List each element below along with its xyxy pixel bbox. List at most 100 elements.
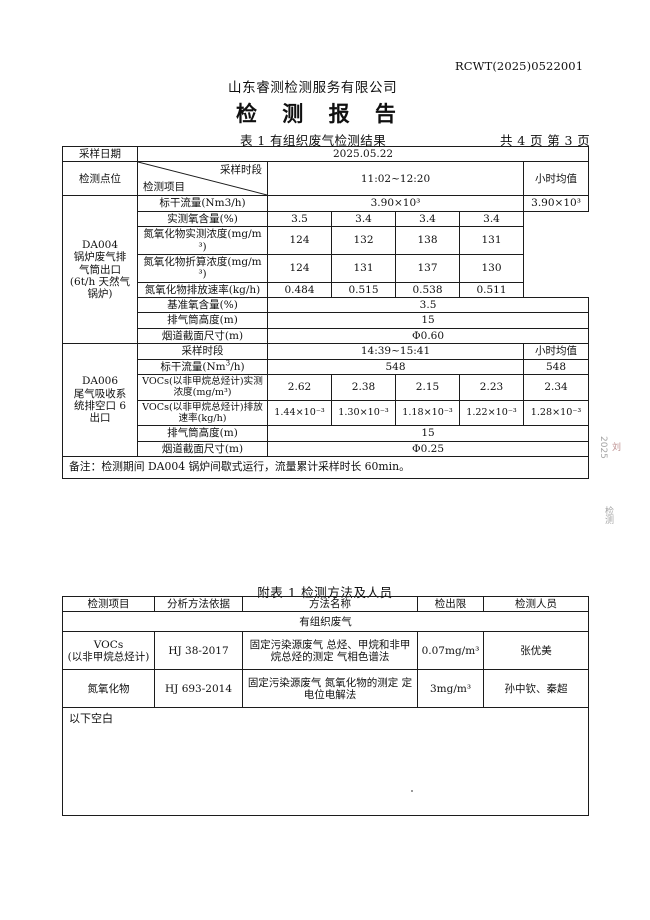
column-header-detection-limit: 检出限 [417,595,484,613]
table-row: 排气筒高度(m) 15 [63,425,590,442]
row-value: 0.538 [395,281,460,299]
table-row: 基准氧含量(%) 3.5 [63,296,590,314]
row-value: 1.22×10⁻³ [459,399,524,427]
row-average-value: 130 [459,253,524,283]
row-item-label: 氮氧化物实测浓度(mg/m³) [137,226,268,255]
row-value: 1.18×10⁻³ [395,399,460,427]
diagonal-line-icon [138,162,267,196]
method-personnel: 张优美 [483,631,589,671]
row-item-label: 烟道截面尺寸(m) [137,327,268,345]
table-row: 烟道截面尺寸(m) Φ0.60 [63,327,590,345]
method-standard: HJ 693-2014 [154,669,243,709]
row-item-label: 排气筒高度(m) [137,312,268,329]
table-row: 烟道截面尺寸(m) Φ0.25 [63,440,590,457]
row-value: 1.30×10⁻³ [331,399,396,427]
row-item-label: 实测氧含量(%) [137,210,268,228]
table-row: 排气筒高度(m) 15 [63,312,590,329]
row-item-label: 烟道截面尺寸(m) [137,440,268,457]
row-value: 2.15 [395,373,460,401]
company-name: 山东睿测检测服务有限公司 [228,80,398,96]
row-average-value: 1.28×10⁻³ [522,399,590,427]
margin-mark-3: 检测 [603,506,613,524]
table-row-section: 有组织废气 [62,611,589,633]
row-average-value: 2.34 [522,373,590,401]
column-header-method: 方法名称 [242,595,418,613]
method-item-name: 氮氧化物 [62,669,155,709]
sample-date-value: 2025.05.22 [136,145,590,163]
table-row: VOCs(以非甲烷总烃计)实测浓度(mg/m³) 2.62 2.38 2.15 … [63,373,590,401]
column-header-standard: 分析方法依据 [154,595,243,613]
table-row: 氮氧化物 HJ 693-2014 固定污染源废气 氮氧化物的测定 定电位电解法 … [62,669,589,709]
da004-period-value: 11:02~12:20 [267,161,524,197]
method-personnel: 孙中钦、秦超 [483,669,589,709]
table1-caption: 表 1 有组织废气检测结果 [240,133,387,148]
row-value: 3.4 [331,210,396,228]
diagonal-split-header-cell: 采样时段 检测项目 [137,161,268,197]
margin-mark-2: 刘 [610,442,620,451]
table-row: 实测氧含量(%) 3.5 3.4 3.4 3.4 [63,210,589,228]
row-value: 2.62 [267,373,332,401]
row-item-label: VOCs(以非甲烷总烃计)排放速率(kg/h) [137,399,268,427]
organized-exhaust-results-table: 采样日期 2025.05.22 检测点位 采样时段 检测项目 11:02~12:… [61,145,590,479]
row-average-value: 131 [459,226,524,255]
da006-period-label: 采样时段 [137,343,268,360]
table-row-sample-date: 采样日期 2025.05.22 [62,145,590,163]
monitoring-point-label: 检测点位 [62,161,138,197]
row-value: 124 [267,226,332,255]
row-item-label: 排气筒高度(m) [137,425,268,442]
table-row-blank: 以下空白 [62,707,589,817]
method-detection-limit: 3mg/m³ [417,669,484,709]
table-row: 氮氧化物折算浓度(mg/m³) 124 131 137 130 [63,253,589,283]
sample-date-label: 采样日期 [62,145,138,163]
row-merged-value: 548 [267,358,524,375]
row-value: 137 [395,253,460,283]
method-name: 固定污染源废气 氮氧化物的测定 定电位电解法 [242,669,418,709]
row-merged-value: 15 [266,425,590,442]
row-item-label: 氮氧化物折算浓度(mg/m³) [137,253,268,283]
table-row: DA004 锅炉废气排 气筒出口 (6t/h 天然气 锅炉) 标干流量(Nm3/… [62,195,590,345]
hourly-average-label-da006: 小时均值 [522,343,590,360]
test-item-label: 检测项目 [143,181,185,193]
table-row-note: 备注：检测期间 DA004 锅炉间歇式运行，流量累计采样时长 60min。 [61,455,590,479]
row-merged-value: Φ0.60 [266,327,590,345]
row-value: 132 [331,226,396,255]
row-item-label: 氮氧化物排放速率(kg/h) [137,281,268,299]
da006-period-value: 14:39~15:41 [267,343,524,360]
da004-point-name: DA004 锅炉废气排 气筒出口 (6t/h 天然气 锅炉) [62,195,138,345]
margin-handwriting-marks: 2025 刘 检测 [596,432,642,562]
blank-area-note: 以下空白 [62,707,589,817]
row-value: 138 [395,226,460,255]
page-count: 共 4 页 第 3 页 [500,133,591,148]
row-average-value: 3.90×10³ [522,195,590,212]
method-item-name: VOCs (以非甲烷总烃计) [62,631,155,671]
method-name: 固定污染源废气 总烃、甲烷和非甲 烷总烃的测定 气相色谱法 [242,631,418,671]
method-standard: HJ 38-2017 [154,631,243,671]
row-value: 131 [331,253,396,283]
table-row-da006-period: DA006 尾气吸收系 统排空口 6 出口 采样时段 14:39~15:41 小… [62,343,590,457]
row-merged-value: 3.90×10³ [267,195,524,212]
table-note: 备注：检测期间 DA004 锅炉间歇式运行，流量累计采样时长 60min。 [61,455,590,479]
row-merged-value: 15 [266,312,590,329]
table-row: 标干流量(Nm3/h) 548 548 [63,358,590,375]
row-item-label: 标干流量(Nm3/h) [137,195,268,212]
table-row: 氮氧化物排放速率(kg/h) 0.484 0.515 0.538 0.511 [63,281,589,299]
row-item-label: 标干流量(Nm3/h) [137,358,268,375]
table-row: 氮氧化物实测浓度(mg/m³) 124 132 138 131 [63,226,589,255]
row-average-value: 548 [522,358,590,375]
row-value: 0.484 [267,281,332,299]
row-average-value: 3.4 [459,210,524,228]
margin-mark-1: 2025 [598,436,608,459]
table-row: VOCs (以非甲烷总烃计) HJ 38-2017 固定污染源废气 总烃、甲烷和… [62,631,589,671]
method-detection-limit: 0.07mg/m³ [417,631,484,671]
row-value: 3.5 [267,210,332,228]
row-average-value: 0.511 [459,281,524,299]
section-title: 有组织废气 [62,611,589,633]
row-value: 124 [267,253,332,283]
da006-point-name: DA006 尾气吸收系 统排空口 6 出口 [62,343,138,457]
document-code: RCWT(2025)0522001 [455,59,584,73]
column-header-item: 检测项目 [62,595,155,613]
paper-speck [411,790,413,792]
row-item-label: 基准氧含量(%) [137,296,268,314]
methods-and-personnel-table: 检测项目 分析方法依据 方法名称 检出限 检测人员 有组织废气 VOCs (以非… [62,595,589,817]
